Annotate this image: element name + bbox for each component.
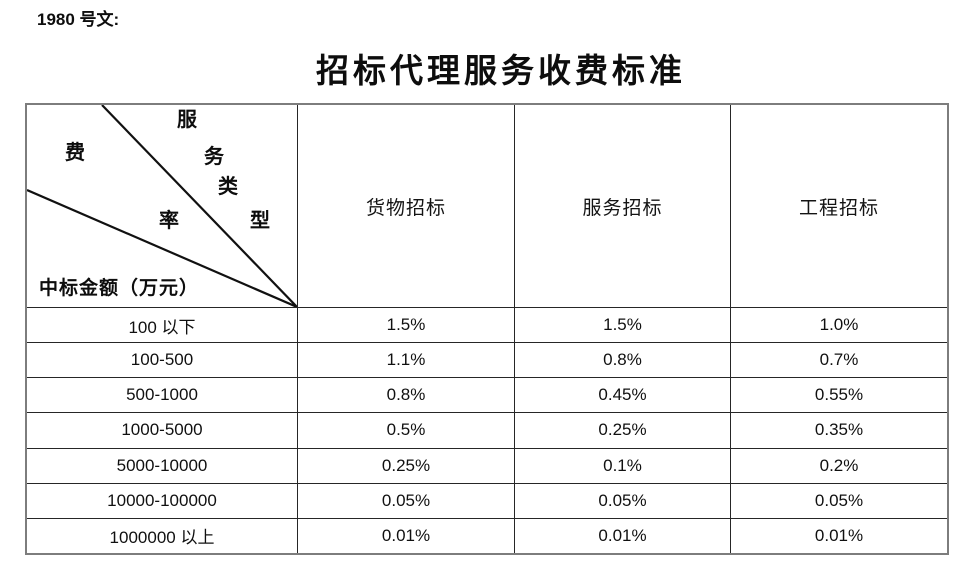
- fee-value-cell: 0.05%: [514, 482, 730, 518]
- column-header-works-bidding: 工程招标: [730, 105, 947, 307]
- fee-value-cell: 1.1%: [297, 342, 514, 378]
- row-label-cell: 100 以下: [27, 307, 297, 342]
- fee-value-cell: 0.8%: [297, 377, 514, 413]
- page-title: 招标代理服务收费标准: [316, 54, 686, 90]
- corner-char-fee: 费: [65, 142, 85, 164]
- row-label-cell: 1000000 以上: [27, 517, 297, 553]
- fee-value-cell: 0.2%: [730, 447, 947, 483]
- fee-value-cell: 0.7%: [730, 342, 947, 378]
- row-label-cell: 10000-100000: [27, 482, 297, 518]
- fee-value-cell: 1.5%: [297, 307, 514, 343]
- fee-value-cell: 0.5%: [297, 412, 514, 448]
- corner-char-xing: 型: [250, 210, 270, 232]
- fee-value-cell: 0.01%: [514, 517, 730, 553]
- row-label-cell: 5000-10000: [27, 447, 297, 483]
- column-header-services-bidding: 服务招标: [514, 105, 730, 307]
- diagonal-lines-graphic: [27, 105, 297, 307]
- fee-value-cell: 1.0%: [730, 307, 947, 343]
- fee-value-cell: 0.8%: [514, 342, 730, 378]
- fee-value-cell: 0.05%: [297, 482, 514, 518]
- fee-value-cell: 0.25%: [297, 447, 514, 483]
- corner-amount-label: 中标金额（万元）: [39, 278, 200, 299]
- fee-value-cell: 0.01%: [297, 517, 514, 553]
- corner-char-lei: 类: [218, 176, 238, 198]
- corner-char-service: 服: [177, 109, 197, 131]
- fee-value-cell: 0.55%: [730, 377, 947, 413]
- fee-value-cell: 0.1%: [514, 447, 730, 483]
- row-label-cell: 100-500: [27, 342, 297, 377]
- corner-char-wu: 务: [204, 146, 224, 168]
- row-label-cell: 500-1000: [27, 377, 297, 412]
- fee-value-cell: 0.05%: [730, 482, 947, 518]
- doc-number-label: 1980 号文:: [37, 10, 120, 29]
- fee-value-cell: 0.45%: [514, 377, 730, 413]
- corner-char-rate: 率: [159, 210, 179, 232]
- fee-table: 服 费 务 类 率 型 中标金额（万元） 货物招标 服务招标 工程招标 100 …: [25, 103, 949, 555]
- row-label-cell: 1000-5000: [27, 412, 297, 447]
- fee-value-cell: 0.25%: [514, 412, 730, 448]
- fee-value-cell: 0.01%: [730, 517, 947, 553]
- fee-value-cell: 1.5%: [514, 307, 730, 343]
- column-header-goods-bidding: 货物招标: [297, 105, 514, 307]
- diagonal-header-cell: 服 费 务 类 率 型 中标金额（万元）: [27, 105, 297, 307]
- fee-value-cell: 0.35%: [730, 412, 947, 448]
